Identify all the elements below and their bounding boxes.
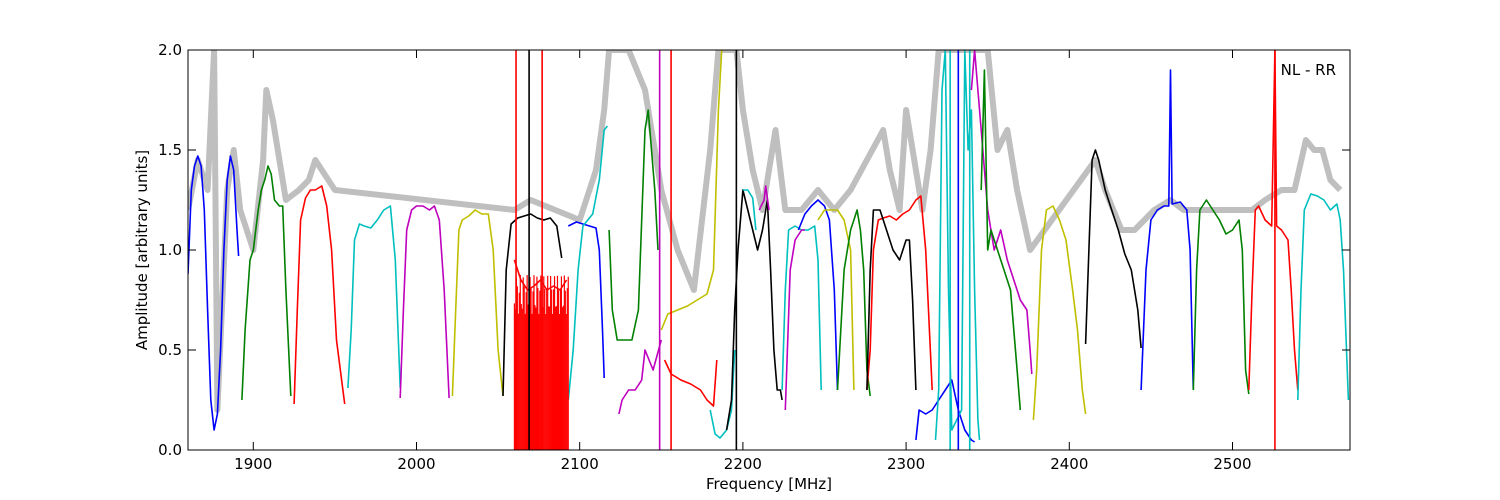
series-line-27-cyan (934, 50, 981, 441)
series-line-23-green (836, 209, 871, 397)
series-line-20-blue (797, 199, 839, 391)
x-tick-label: 2400 (1050, 455, 1088, 473)
envelope-layer (188, 50, 1343, 413)
series-line-11-magenta (618, 339, 663, 415)
series-line-33-green (1192, 199, 1250, 395)
series-line-17-cyan (742, 189, 757, 231)
series-noise-red (513, 274, 569, 450)
y-tick-label: 2.0 (158, 41, 182, 59)
series-line-21-magenta (784, 229, 805, 411)
x-tick-label: 2000 (397, 455, 435, 473)
series-line-24-red (866, 195, 933, 391)
series-line-12-green (608, 109, 659, 341)
y-tick-label: 0.5 (158, 341, 182, 359)
x-tick-label: 2200 (724, 455, 762, 473)
series-line-28-magenta (970, 50, 1033, 375)
series-line-4-cyan (347, 205, 401, 389)
series-line-9-blue (567, 221, 605, 379)
x-axis: 1900 2000 2100 2200 2300 2400 2500 (234, 50, 1252, 473)
x-tick-label: 2100 (561, 455, 599, 473)
series-line-5-magenta (399, 205, 450, 399)
y-tick-label: 0.0 (158, 441, 182, 459)
x-tick-label: 2300 (887, 455, 925, 473)
x-tick-label: 2500 (1213, 455, 1251, 473)
plot-area (188, 50, 1350, 450)
chart-annotation: NL - RR (1281, 61, 1336, 79)
series-line-22-yellow (817, 209, 855, 391)
y-axis: 0.0 0.5 1.0 1.5 2.0 (158, 41, 1350, 459)
envelope-line (188, 50, 1343, 413)
x-tick-label: 1900 (234, 455, 272, 473)
series-line-31-black (1084, 149, 1142, 349)
series-line-14-red (663, 359, 718, 407)
series-line-32-blue (1140, 69, 1195, 391)
series-line-29-green (980, 69, 1022, 411)
series-line-7-black (502, 213, 563, 397)
series-line-6-yellow (451, 209, 504, 397)
x-axis-label: Frequency [MHz] (706, 475, 832, 493)
series-line-26-blue (915, 379, 976, 443)
series-line-10-cyan (567, 125, 609, 401)
series-line-3-red (293, 185, 346, 405)
y-tick-label: 1.0 (158, 241, 182, 259)
series-line-2-green (241, 165, 292, 401)
y-tick-label: 1.5 (158, 141, 182, 159)
series-line-1-blue (188, 155, 240, 431)
y-axis-label: Amplitude [arbitrary units] (133, 150, 151, 350)
series-line-30-yellow (1032, 205, 1087, 421)
series-line-34-red (1248, 50, 1299, 391)
series-line-35-cyan (1297, 193, 1350, 401)
series-layer (188, 50, 1350, 450)
series-line-18-magenta (758, 185, 770, 211)
series-line-25-black (866, 209, 917, 391)
